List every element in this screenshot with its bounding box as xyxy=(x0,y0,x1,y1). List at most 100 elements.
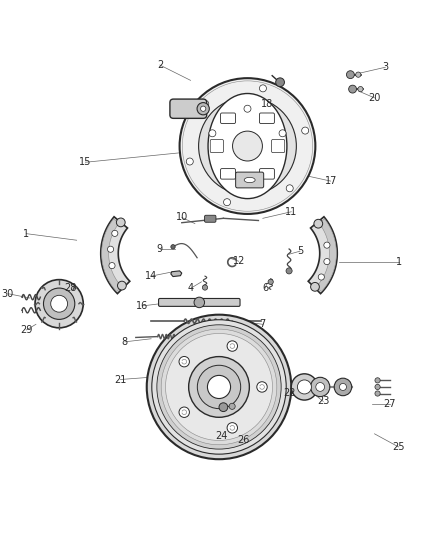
Text: 10: 10 xyxy=(176,213,188,222)
Text: 4: 4 xyxy=(187,284,194,293)
Circle shape xyxy=(201,106,206,111)
Text: 8: 8 xyxy=(122,337,128,347)
FancyBboxPatch shape xyxy=(210,140,223,152)
Circle shape xyxy=(311,282,319,291)
Circle shape xyxy=(279,130,286,137)
Polygon shape xyxy=(308,217,337,294)
Text: 17: 17 xyxy=(325,176,337,186)
Circle shape xyxy=(112,230,118,237)
Circle shape xyxy=(186,158,193,165)
Circle shape xyxy=(223,199,230,206)
Text: 15: 15 xyxy=(79,157,92,167)
Circle shape xyxy=(302,127,309,134)
Polygon shape xyxy=(102,219,122,292)
Circle shape xyxy=(259,85,266,92)
Circle shape xyxy=(166,334,272,440)
Circle shape xyxy=(229,403,235,409)
Circle shape xyxy=(209,130,216,137)
Text: 14: 14 xyxy=(145,271,157,281)
Text: 29: 29 xyxy=(20,325,32,335)
Circle shape xyxy=(286,268,292,274)
Text: 27: 27 xyxy=(384,399,396,409)
Text: 9: 9 xyxy=(157,244,163,254)
Ellipse shape xyxy=(208,93,287,199)
Circle shape xyxy=(198,365,241,409)
Text: 1: 1 xyxy=(23,229,29,239)
Circle shape xyxy=(35,280,83,328)
Circle shape xyxy=(318,274,325,280)
Circle shape xyxy=(117,218,125,227)
Circle shape xyxy=(109,263,115,269)
Circle shape xyxy=(297,380,311,394)
Circle shape xyxy=(257,382,267,392)
Circle shape xyxy=(51,295,67,312)
Text: 11: 11 xyxy=(285,207,297,217)
Text: 26: 26 xyxy=(237,434,249,445)
Circle shape xyxy=(147,314,291,459)
Text: 6: 6 xyxy=(262,284,268,293)
Circle shape xyxy=(233,131,262,161)
Text: 21: 21 xyxy=(114,375,127,384)
Circle shape xyxy=(346,71,354,78)
Text: 20: 20 xyxy=(368,93,381,103)
Circle shape xyxy=(375,378,380,383)
Circle shape xyxy=(43,288,75,319)
FancyBboxPatch shape xyxy=(272,140,285,152)
Text: 25: 25 xyxy=(392,442,405,452)
Circle shape xyxy=(219,403,228,411)
Circle shape xyxy=(286,185,293,192)
Polygon shape xyxy=(101,217,130,294)
FancyBboxPatch shape xyxy=(159,298,240,306)
Circle shape xyxy=(349,85,357,93)
Circle shape xyxy=(316,383,325,391)
Text: 28: 28 xyxy=(64,282,76,293)
Circle shape xyxy=(227,341,237,351)
FancyBboxPatch shape xyxy=(205,215,216,222)
FancyBboxPatch shape xyxy=(221,168,236,179)
Circle shape xyxy=(356,72,361,77)
Circle shape xyxy=(358,86,363,92)
Text: 22: 22 xyxy=(283,387,295,398)
Circle shape xyxy=(324,259,330,265)
Circle shape xyxy=(180,78,315,214)
Polygon shape xyxy=(316,219,336,292)
Circle shape xyxy=(179,407,189,417)
Circle shape xyxy=(324,242,330,248)
Text: 30: 30 xyxy=(2,289,14,298)
Text: 5: 5 xyxy=(297,246,303,256)
Circle shape xyxy=(208,375,230,399)
FancyBboxPatch shape xyxy=(259,168,274,179)
Circle shape xyxy=(197,102,209,115)
Text: 2: 2 xyxy=(157,60,163,70)
FancyBboxPatch shape xyxy=(221,113,236,124)
Circle shape xyxy=(107,246,113,252)
Circle shape xyxy=(244,105,251,112)
FancyBboxPatch shape xyxy=(236,172,264,188)
Circle shape xyxy=(202,285,208,290)
Circle shape xyxy=(189,357,249,417)
Circle shape xyxy=(179,357,189,367)
Circle shape xyxy=(375,391,380,396)
Text: 18: 18 xyxy=(261,100,273,109)
Circle shape xyxy=(202,100,209,107)
Circle shape xyxy=(375,384,380,390)
Circle shape xyxy=(334,378,352,395)
Circle shape xyxy=(171,245,175,249)
Circle shape xyxy=(291,374,318,400)
Circle shape xyxy=(161,329,277,445)
Text: 24: 24 xyxy=(215,431,227,441)
Circle shape xyxy=(227,423,237,433)
Text: 7: 7 xyxy=(260,319,266,329)
Circle shape xyxy=(276,78,284,87)
Circle shape xyxy=(117,281,126,290)
Circle shape xyxy=(339,383,346,391)
FancyBboxPatch shape xyxy=(170,99,207,118)
Circle shape xyxy=(157,325,281,449)
Text: 3: 3 xyxy=(382,62,389,72)
Circle shape xyxy=(311,377,330,397)
Text: 12: 12 xyxy=(233,256,245,266)
FancyBboxPatch shape xyxy=(259,113,274,124)
Circle shape xyxy=(152,320,286,454)
Text: 16: 16 xyxy=(136,301,148,311)
Text: 1: 1 xyxy=(396,257,402,267)
